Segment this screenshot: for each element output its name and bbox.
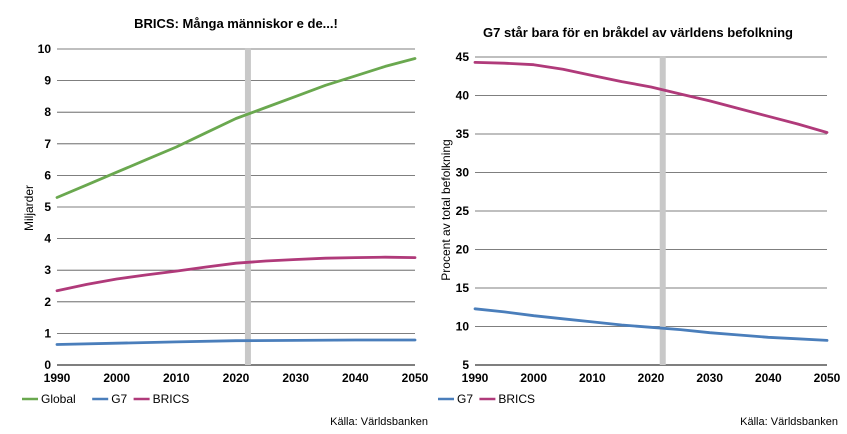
x-tick-label: 2000: [103, 371, 130, 385]
y-tick-label: 45: [456, 50, 470, 64]
y-tick-label: 4: [44, 232, 51, 246]
y-tick-label: 5: [462, 358, 469, 372]
chart-title: BRICS: Många människor e de...!: [134, 16, 338, 31]
series-line-brics: [473, 61, 829, 134]
y-tick-label: 20: [456, 243, 470, 257]
y-axis-label: Procent av total befolkning: [439, 139, 453, 280]
y-tick-label: 25: [456, 204, 470, 218]
source-note-right: Källa: Världsbanken: [740, 416, 838, 428]
x-tick-label: 1990: [44, 371, 71, 385]
x-tick-label: 2020: [223, 371, 250, 385]
x-tick-label: 2030: [282, 371, 309, 385]
left-chart: BRICS: Många människor e de...! Miljarde…: [22, 16, 429, 406]
y-tick-label: 10: [456, 320, 470, 334]
legend-label: G7: [111, 392, 127, 406]
y-tick-label: 0: [44, 358, 51, 372]
right-chart: G7 står bara för en bråkdel av världens …: [438, 25, 841, 406]
y-tick-label: 15: [456, 281, 470, 295]
x-tick-label: 2010: [579, 371, 606, 385]
series-line-g7: [55, 338, 417, 346]
chart-title: G7 står bara för en bråkdel av världens …: [483, 25, 793, 40]
y-tick-label: 9: [44, 74, 51, 88]
y-tick-label: 35: [456, 127, 470, 141]
legend-label: BRICS: [153, 392, 190, 406]
legend-label: Global: [41, 392, 76, 406]
x-tick-label: 2030: [696, 371, 723, 385]
y-tick-label: 8: [44, 105, 51, 119]
y-tick-label: 6: [44, 168, 51, 182]
series-line-g7: [473, 307, 829, 342]
y-tick-label: 10: [38, 42, 52, 56]
y-axis-label: Miljarder: [22, 185, 36, 231]
x-tick-label: 2040: [342, 371, 369, 385]
legend-label: BRICS: [498, 392, 535, 406]
x-tick-label: 2000: [520, 371, 547, 385]
y-tick-label: 2: [44, 295, 51, 309]
y-tick-label: 40: [456, 89, 470, 103]
source-note-left: Källa: Världsbanken: [330, 416, 428, 428]
x-tick-label: 2050: [402, 371, 429, 385]
x-tick-label: 1990: [462, 371, 489, 385]
current-year-marker: [659, 56, 666, 365]
y-tick-label: 30: [456, 166, 470, 180]
series-line-global: [55, 57, 417, 199]
current-year-marker: [244, 48, 251, 365]
x-tick-label: 2050: [814, 371, 841, 385]
y-tick-label: 1: [44, 326, 51, 340]
y-tick-label: 7: [44, 137, 51, 151]
series-line-brics: [55, 255, 417, 293]
legend-label: G7: [457, 392, 473, 406]
x-tick-label: 2020: [638, 371, 665, 385]
y-tick-label: 5: [44, 200, 51, 214]
x-tick-label: 2040: [755, 371, 782, 385]
y-tick-label: 3: [44, 263, 51, 277]
x-tick-label: 2010: [163, 371, 190, 385]
